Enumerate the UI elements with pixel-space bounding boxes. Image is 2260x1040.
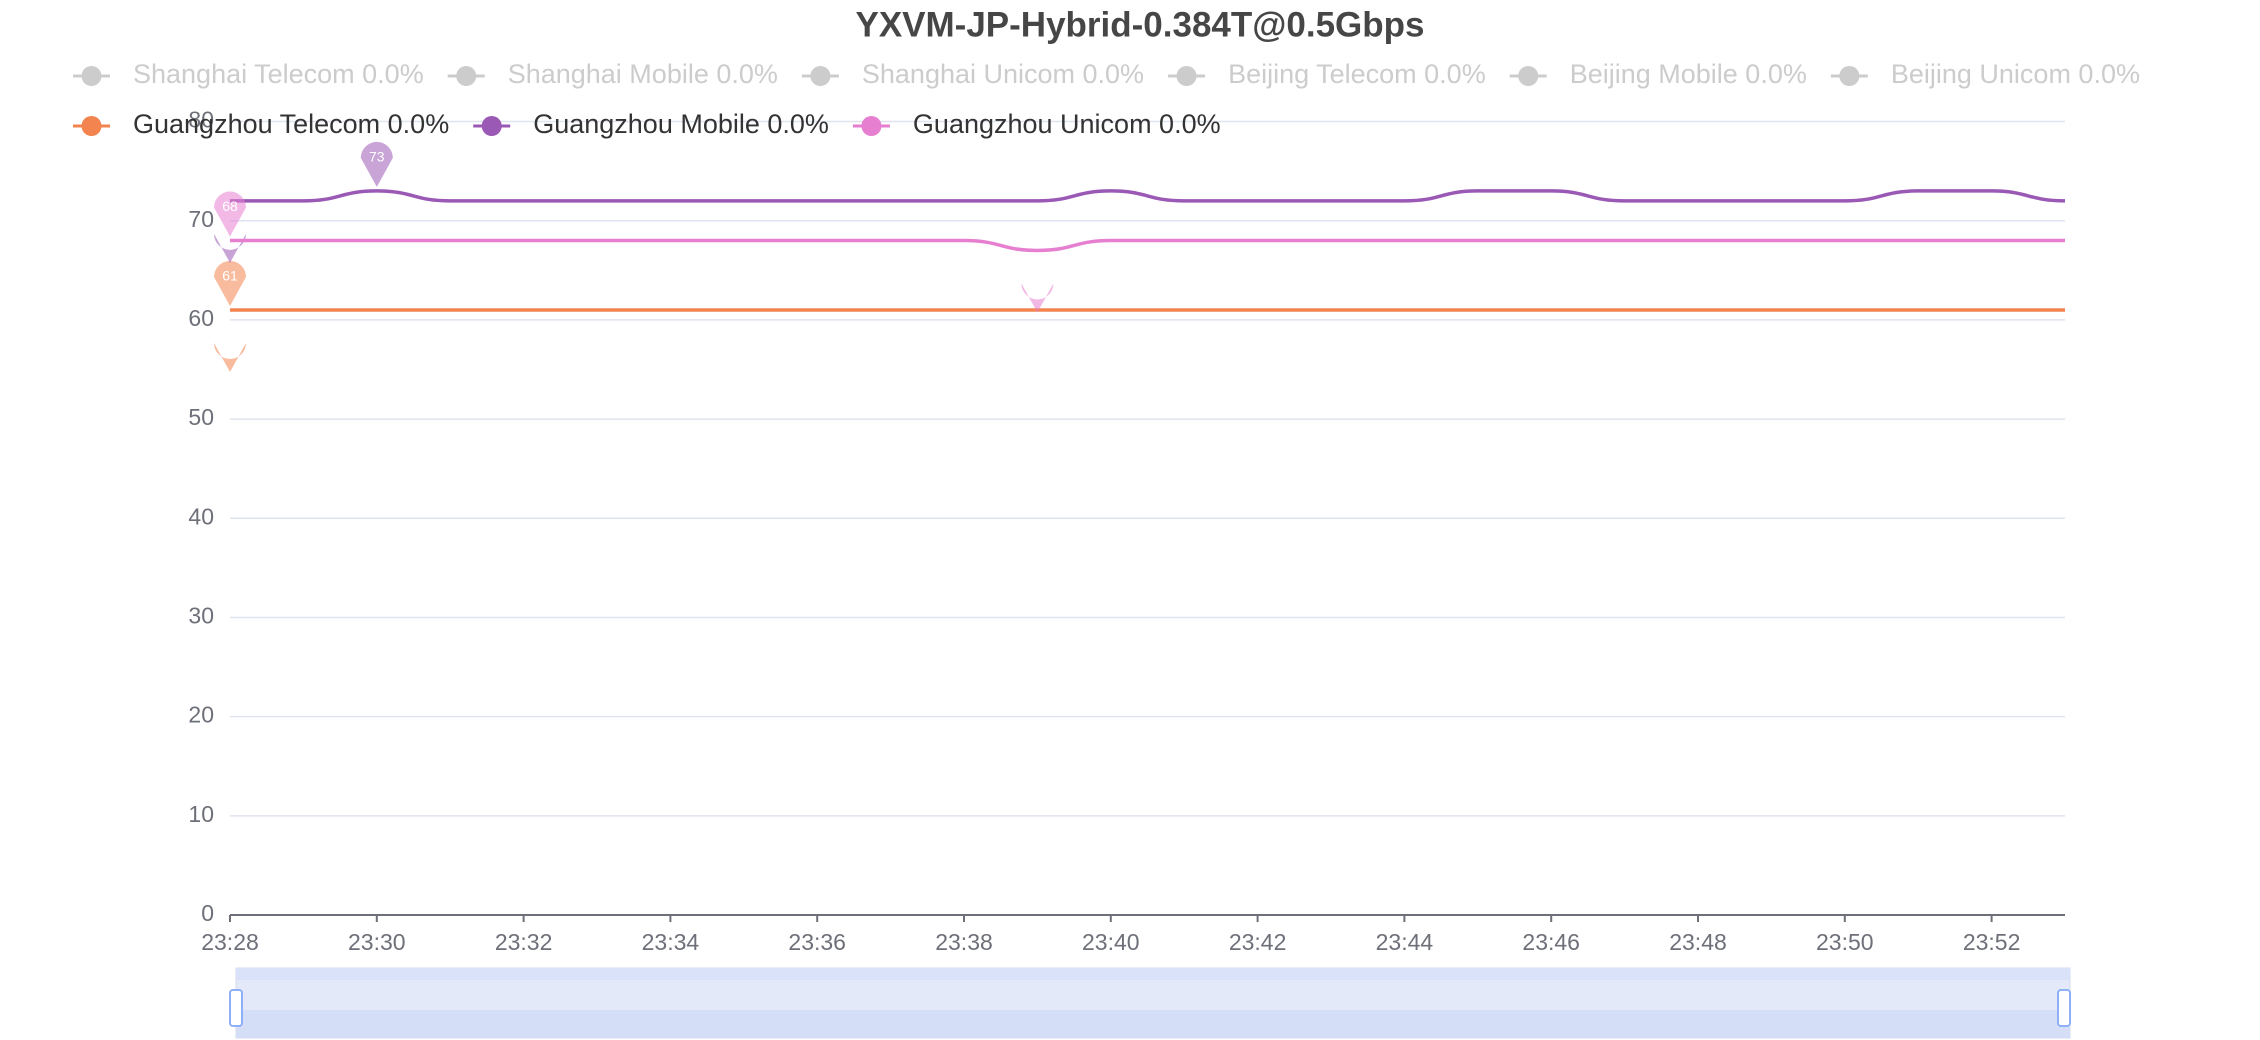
x-tick-label: 23:42: [1229, 929, 1287, 955]
x-tick-label: 23:34: [642, 929, 700, 955]
mark-label: 61: [222, 334, 238, 350]
legend-item[interactable]: Shanghai Telecom 0.0%: [73, 59, 424, 89]
legend-item[interactable]: Shanghai Mobile 0.0%: [447, 59, 778, 89]
y-tick-label: 40: [188, 503, 214, 529]
legend-label: Guangzhou Unicom 0.0%: [913, 109, 1221, 139]
legend-label: Beijing Mobile 0.0%: [1570, 59, 1807, 89]
x-tick-label: 23:52: [1963, 929, 2021, 955]
x-tick-label: 23:50: [1816, 929, 1874, 955]
legend-label: Shanghai Telecom 0.0%: [133, 59, 424, 89]
x-tick-label: 23:40: [1082, 929, 1140, 955]
x-tick-label: 23:46: [1522, 929, 1580, 955]
zoom-handle-left[interactable]: [229, 989, 243, 1027]
y-tick-label: 80: [188, 107, 214, 133]
series-line: [230, 238, 2065, 253]
legend-label: Guangzhou Mobile 0.0%: [533, 109, 829, 139]
legend-dot: [1839, 66, 1860, 86]
legend-dot: [1518, 66, 1539, 86]
mark-pin: [1021, 283, 1054, 313]
x-tick-label: 23:32: [495, 929, 553, 955]
y-tick-label: 60: [188, 305, 214, 331]
legend-dot: [81, 66, 102, 86]
x-tick-label: 23:38: [935, 929, 993, 955]
y-tick-label: 20: [188, 702, 214, 728]
legend-label: Beijing Unicom 0.0%: [1891, 59, 2140, 89]
legend-label: Beijing Telecom 0.0%: [1228, 59, 1486, 89]
legend-item[interactable]: Guangzhou Telecom 0.0%: [73, 109, 449, 139]
mark-label: 61: [222, 268, 238, 284]
y-tick-label: 50: [188, 404, 214, 430]
y-tick-label: 70: [188, 206, 214, 232]
mark-pin: [214, 260, 246, 306]
legend-dot: [861, 116, 882, 136]
legend-dot: [81, 116, 102, 136]
chart-title: YXVM-JP-Hybrid-0.384T@0.5Gbps: [855, 5, 1424, 44]
mark-point: [214, 191, 246, 237]
x-tick-label: 23:30: [348, 929, 406, 955]
mark-point: [214, 342, 246, 372]
mark-label: 68: [222, 198, 238, 214]
legend-item[interactable]: Beijing Telecom 0.0%: [1168, 59, 1486, 89]
legend-dot: [1176, 66, 1197, 86]
y-tick-label: 30: [188, 603, 214, 629]
mark-label: 73: [369, 149, 385, 165]
x-tick-label: 23:36: [788, 929, 846, 955]
mark-label: 67: [1030, 274, 1046, 290]
x-tick-label: 23:28: [201, 929, 259, 955]
legend-item[interactable]: Shanghai Unicom 0.0%: [801, 59, 1144, 89]
zoom-handle-right[interactable]: [2057, 989, 2071, 1027]
mark-point: [1021, 283, 1054, 313]
legend-item[interactable]: Guangzhou Mobile 0.0%: [473, 109, 829, 139]
mark-point: [360, 141, 393, 187]
mark-pin: [214, 342, 246, 372]
y-tick-label: 0: [201, 900, 214, 926]
legend-dot: [481, 116, 502, 136]
mark-pin: [360, 141, 393, 187]
x-tick-label: 23:48: [1669, 929, 1727, 955]
x-tick-label: 23:44: [1376, 929, 1434, 955]
legend-label: Shanghai Mobile 0.0%: [508, 59, 778, 89]
mark-pin: [214, 191, 246, 237]
legend-item[interactable]: Beijing Unicom 0.0%: [1830, 59, 2140, 89]
legend-item[interactable]: Guangzhou Unicom 0.0%: [852, 109, 1221, 139]
y-tick-label: 10: [188, 801, 214, 827]
zoom-bar[interactable]: [236, 968, 2070, 980]
legend-dot: [810, 66, 831, 86]
mark-point: [214, 260, 246, 306]
mark-point: [214, 233, 246, 263]
zoom-selected: [236, 1010, 2070, 1038]
legend-label: Shanghai Unicom 0.0%: [862, 59, 1144, 89]
legend-item[interactable]: Beijing Mobile 0.0%: [1509, 59, 1807, 89]
mark-pin: [214, 233, 246, 263]
legend-label: Guangzhou Telecom 0.0%: [133, 109, 449, 139]
legend-dot: [456, 66, 477, 86]
series-line: [230, 189, 2066, 203]
data-zoom[interactable]: [229, 967, 2071, 1039]
